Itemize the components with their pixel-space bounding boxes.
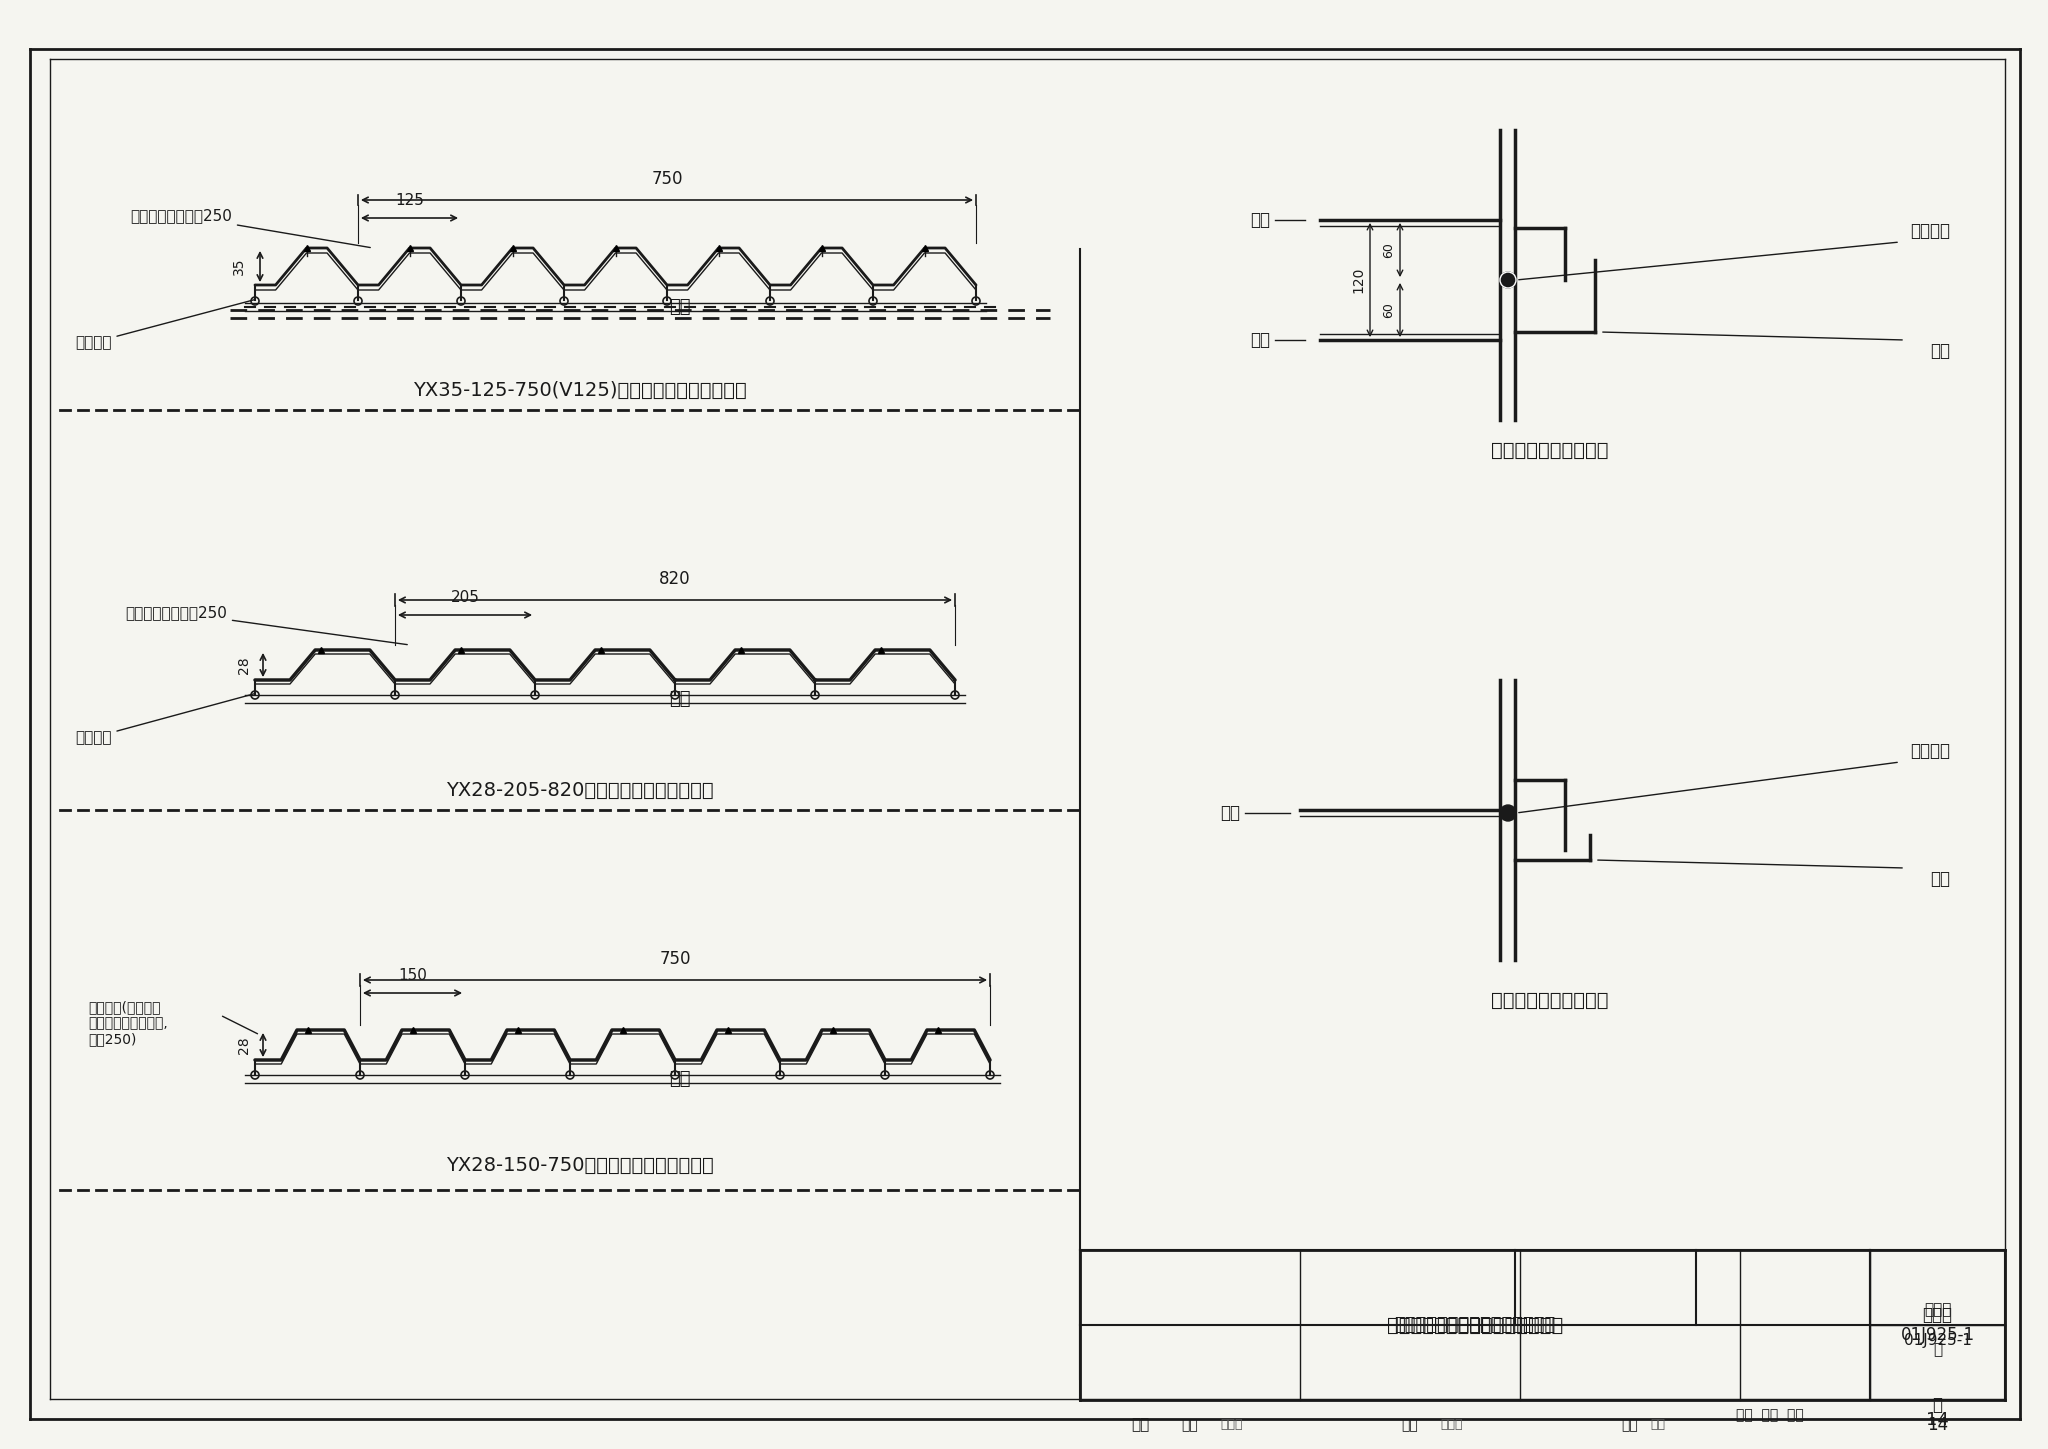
Text: 750: 750 <box>659 951 690 968</box>
Text: 压型钢板墙面板型尺寸及连接详图: 压型钢板墙面板型尺寸及连接详图 <box>1395 1316 1556 1335</box>
Text: 设计: 设计 <box>1622 1419 1638 1432</box>
Text: 墙架: 墙架 <box>670 298 690 316</box>
Text: 龙批训: 龙批训 <box>1221 1419 1243 1432</box>
Text: 审核  校对  设计: 审核 校对 设计 <box>1737 1408 1804 1421</box>
Text: 60: 60 <box>1382 301 1395 317</box>
Text: 820: 820 <box>659 569 690 588</box>
Text: 校对: 校对 <box>1401 1419 1419 1432</box>
Text: 页
14: 页 14 <box>1927 1395 1948 1435</box>
Text: 审核: 审核 <box>1130 1417 1149 1433</box>
Text: 28: 28 <box>238 1036 252 1053</box>
Text: 页: 页 <box>1933 1343 1942 1358</box>
Text: YX28-150-750型墙面压型钉板横向连接: YX28-150-750型墙面压型钉板横向连接 <box>446 1155 715 1175</box>
Text: 35: 35 <box>231 258 246 275</box>
Text: 120: 120 <box>1352 267 1366 293</box>
Text: 墙架: 墙架 <box>1929 342 1950 359</box>
Text: 60: 60 <box>1382 242 1395 258</box>
Text: 拉钐钉，纵向间距250: 拉钐钉，纵向间距250 <box>129 209 371 248</box>
Text: 150: 150 <box>397 968 426 982</box>
Text: 205: 205 <box>451 590 479 606</box>
Text: 图集号
01J925-1: 图集号 01J925-1 <box>1901 1306 1974 1345</box>
Text: 模条: 模条 <box>670 690 690 709</box>
Text: 朴杉: 朴杉 <box>1651 1419 1665 1432</box>
Text: 墙架: 墙架 <box>1929 869 1950 888</box>
Text: YX28-205-820型墙面压型钉板横向连接: YX28-205-820型墙面压型钉板横向连接 <box>446 781 715 800</box>
Text: 自攻螺钉: 自攻螺钉 <box>1911 742 1950 759</box>
Text: 自攻螺钉: 自攻螺钉 <box>1911 222 1950 241</box>
Text: 自攻螺钉: 自攻螺钉 <box>76 300 254 351</box>
Text: 自攻螺钉: 自攻螺钉 <box>76 694 254 745</box>
Text: 125: 125 <box>395 193 424 209</box>
Circle shape <box>1499 806 1516 822</box>
Text: 易顺彩: 易顺彩 <box>1440 1419 1462 1432</box>
Text: 下板: 下板 <box>1249 330 1270 349</box>
Text: 上板: 上板 <box>1249 212 1270 229</box>
Text: 墙面压型钉板纵向连接: 墙面压型钉板纵向连接 <box>1491 991 1610 1010</box>
Text: 01J925-1: 01J925-1 <box>1903 1333 1972 1348</box>
Text: 审核: 审核 <box>1182 1419 1198 1432</box>
Text: 28: 28 <box>238 656 252 674</box>
Text: YX35-125-750(V125)型墙面压型钉板横向连接: YX35-125-750(V125)型墙面压型钉板横向连接 <box>414 381 748 400</box>
Text: 自攻螺钉(模条之间
板与板用拉钐钉连接,
间距250): 自攻螺钉(模条之间 板与板用拉钐钉连接, 间距250) <box>88 1000 168 1046</box>
Text: 14: 14 <box>1925 1411 1950 1429</box>
Text: 750: 750 <box>651 170 682 188</box>
Text: 图集号: 图集号 <box>1923 1303 1952 1317</box>
Circle shape <box>1499 272 1516 288</box>
Text: 墙面压型钉板纵向搞接: 墙面压型钉板纵向搞接 <box>1491 440 1610 459</box>
Text: 压型钢板墙面板型尺寸及连接详图: 压型钢板墙面板型尺寸及连接详图 <box>1386 1316 1563 1335</box>
Text: 模条: 模条 <box>670 1069 690 1088</box>
Text: 墙板: 墙板 <box>1221 804 1239 822</box>
Text: 拉钐钉，纵向间距250: 拉钐钉，纵向间距250 <box>125 606 408 645</box>
